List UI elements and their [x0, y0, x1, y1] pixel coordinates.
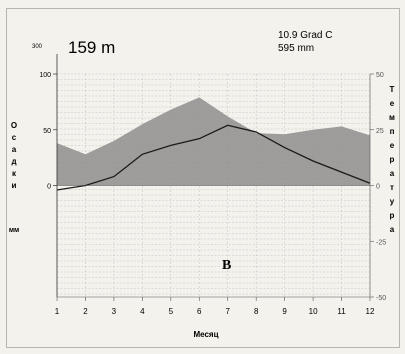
- chart-frame: [6, 8, 400, 348]
- x-tick-label: 9: [282, 307, 287, 316]
- left-tick-label: 0: [47, 184, 51, 191]
- left-axis-letter: к: [12, 169, 17, 178]
- right-tick-label: 50: [376, 72, 384, 79]
- x-tick-label: 1: [55, 307, 60, 316]
- right-tick-label: 25: [376, 128, 384, 135]
- x-tick-label: 6: [197, 307, 202, 316]
- left-axis-letter: О: [11, 121, 17, 130]
- left-tick-label: 50: [43, 128, 51, 135]
- x-axis-label: Месяц: [193, 330, 218, 339]
- x-tick-label: 11: [337, 307, 346, 316]
- annotation-temperature: 10.9 Grad C: [278, 30, 332, 41]
- x-tick-label: 3: [112, 307, 117, 316]
- x-tick-label: 5: [169, 307, 174, 316]
- chart-title: 159 m: [68, 38, 115, 57]
- right-axis-letter: у: [390, 197, 395, 206]
- right-axis-letter: е: [390, 141, 395, 150]
- annotation-precipitation: 595 mm: [278, 43, 314, 54]
- left-axis-unit: мм: [9, 227, 19, 234]
- x-tick-label: 10: [309, 307, 318, 316]
- x-tick-label: 4: [140, 307, 145, 316]
- right-tick-label: -50: [376, 295, 386, 302]
- right-axis-letter: п: [390, 127, 395, 136]
- right-axis-letter: т: [390, 183, 394, 192]
- left-axis-letter: д: [11, 157, 16, 166]
- left-tick-label: 100: [39, 72, 51, 79]
- right-axis-letter: е: [390, 99, 395, 108]
- x-tick-label: 8: [254, 307, 259, 316]
- left-axis-letter: и: [12, 181, 17, 190]
- x-tick-label: 2: [83, 307, 88, 316]
- right-axis-letter: р: [390, 211, 395, 220]
- x-tick-label: 7: [226, 307, 231, 316]
- right-axis-letter: а: [390, 225, 395, 234]
- right-tick-label: -25: [376, 239, 386, 246]
- right-tick-label: 0: [376, 184, 380, 191]
- x-tick-label: 12: [366, 307, 375, 316]
- precipitation-area: [57, 97, 370, 186]
- right-axis-letter: а: [390, 169, 395, 178]
- right-axis-letter: м: [389, 113, 395, 122]
- left-axis-letter: с: [12, 133, 17, 142]
- left-axis-letter: а: [12, 145, 17, 154]
- axes: [53, 54, 374, 301]
- temperature-line: [56, 124, 371, 191]
- header-small-value: 300: [32, 44, 43, 50]
- center-label: B: [222, 258, 231, 273]
- right-axis-letter: р: [390, 155, 395, 164]
- right-axis-letter: Т: [390, 85, 395, 94]
